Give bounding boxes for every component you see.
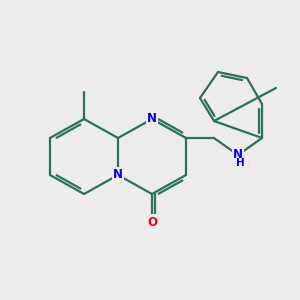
Text: H: H — [236, 158, 245, 168]
Text: N: N — [147, 112, 157, 125]
Text: N: N — [233, 148, 243, 161]
Text: N: N — [113, 169, 123, 182]
Text: O: O — [147, 215, 157, 229]
